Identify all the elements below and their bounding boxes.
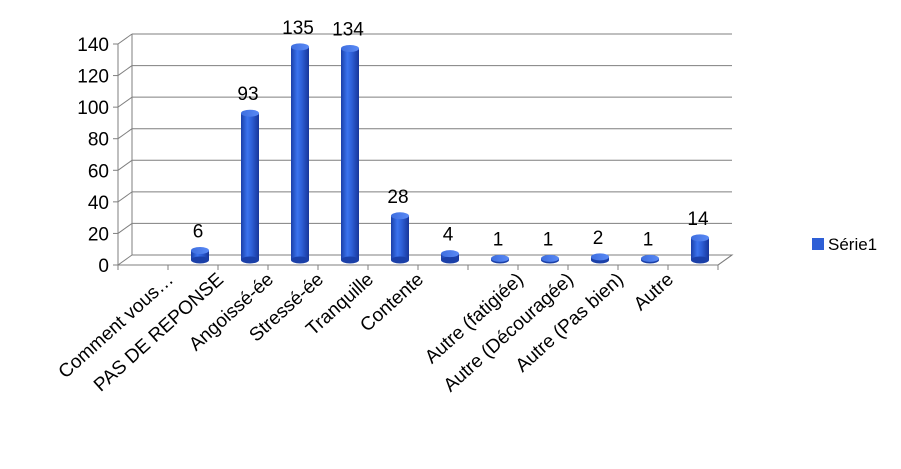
gridline-depth: [117, 223, 133, 234]
bar: [391, 212, 409, 264]
bar-base: [441, 256, 459, 264]
bar: [341, 44, 359, 264]
y-tick-label: 120: [77, 67, 109, 88]
bar-base: [291, 256, 309, 264]
bar-top: [191, 247, 209, 255]
data-label: 4: [443, 225, 454, 246]
y-tick-label: 60: [88, 161, 109, 182]
gridline-depth: [117, 159, 133, 171]
gridline-depth: [117, 96, 133, 108]
bar-top: [691, 234, 709, 242]
y-tick-label: 0: [98, 256, 109, 277]
data-label: 1: [493, 229, 504, 250]
y-tick-label: 80: [88, 130, 109, 151]
bar-top: [341, 44, 359, 52]
legend: Série1: [812, 235, 877, 254]
bars: [191, 43, 709, 264]
data-labels: 6 93 135 134 28 4 1 1 2 1 14: [193, 18, 709, 251]
data-label: 93: [237, 84, 258, 105]
gridline-depth: [117, 33, 133, 45]
x-axis-ticks: Comment vous…PAS DE REPONSEAngoissé-éeSt…: [55, 265, 719, 396]
bar-body: [241, 113, 259, 260]
y-tick-label: 20: [88, 224, 109, 245]
chart-floor: [116, 254, 734, 266]
data-label: 135: [282, 18, 314, 39]
data-label: 1: [643, 229, 654, 250]
axes: [117, 34, 733, 266]
bar-base: [191, 256, 209, 264]
data-label: 6: [193, 222, 204, 243]
bar: [441, 250, 459, 264]
bar-top: [241, 109, 259, 117]
bar-body: [691, 237, 709, 260]
bar-top: [391, 212, 409, 220]
legend-swatch: [812, 238, 824, 250]
bar-body: [391, 215, 409, 260]
gridline-depth: [117, 65, 133, 76]
bar-base: [341, 256, 359, 264]
bar-base: [691, 256, 709, 264]
gridlines: [117, 33, 732, 256]
data-label: 1: [543, 229, 554, 250]
bar: [191, 247, 209, 264]
bar-base: [241, 256, 259, 264]
bar-top: [591, 253, 609, 261]
y-tick-label: 100: [77, 98, 109, 119]
bar: [241, 109, 259, 264]
gridline-depth: [117, 191, 133, 203]
bar-top: [491, 254, 509, 262]
bar: [291, 43, 309, 264]
bar-top: [291, 43, 309, 51]
bar-top: [541, 254, 559, 262]
bar-top: [641, 254, 659, 262]
bar-top: [441, 250, 459, 258]
legend-label: Série1: [828, 235, 877, 254]
chart-back-wall: [116, 254, 734, 266]
bar: [491, 254, 509, 264]
x-tick-label: Autre: [630, 269, 678, 315]
y-tick-label: 140: [77, 35, 109, 56]
data-label: 28: [387, 187, 408, 208]
bar: [541, 254, 559, 264]
bar: [641, 254, 659, 264]
bar-base: [391, 256, 409, 264]
gridline-depth: [117, 128, 133, 140]
bar-body: [191, 250, 209, 260]
data-label: 2: [593, 228, 604, 249]
bar: [691, 234, 709, 264]
x-axis-end-line: [717, 254, 733, 266]
data-label: 134: [332, 19, 364, 40]
bar-body: [291, 46, 309, 261]
y-tick-label: 40: [88, 193, 109, 214]
data-label: 14: [687, 209, 709, 230]
bar: [591, 253, 609, 264]
bar-body: [341, 48, 359, 260]
y-axis-ticks: 0 20 40 60 80 100 120 140: [77, 35, 118, 277]
